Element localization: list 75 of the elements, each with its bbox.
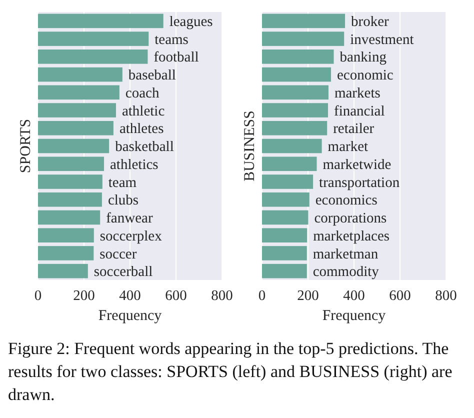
bar [262,138,322,154]
y-tick-label: athletic [122,103,165,120]
bar [262,264,307,278]
bar [38,156,104,172]
bar [262,32,344,46]
y-tick-label: marketwide [322,156,392,173]
bar [262,228,308,242]
y-tick-label: marketman [312,246,379,262]
y-tick-label: economic [337,68,394,84]
bar [38,85,120,100]
y-tick-label: marketplaces [313,228,390,244]
y-tick-label: commodity [312,264,380,280]
bar [38,264,88,278]
y-tick-label: investment [350,32,414,48]
y-tick-label: banking [340,50,386,66]
y-tick-label: teams [154,32,189,48]
bar [262,103,328,118]
y-tick-label: athletes [119,121,164,138]
y-tick-label: clubs [108,192,139,209]
x-tick-label: 0 [258,288,266,304]
bar [38,246,94,260]
y-tick-label: financial [334,103,385,120]
bar [38,192,102,207]
bar [262,210,308,225]
y-tick-label: economics [315,192,378,209]
bar [262,156,317,172]
y-tick-label: baseball [128,68,176,84]
x-tick-label: 200 [297,288,319,304]
bar [262,120,328,136]
y-tick-label: retailer [333,121,374,138]
y-tick-label: corporations [314,210,388,227]
x-axis-title: Frequency [322,308,386,324]
x-tick-label: 800 [435,288,457,304]
y-tick-label: athletics [110,156,159,173]
y-tick-label: team [108,174,138,191]
y-tick-label: broker [351,14,390,30]
x-tick-label: 0 [34,288,42,304]
bar [262,50,334,64]
bar [38,228,94,242]
y-tick-label: coach [125,85,160,102]
bar [38,67,122,82]
bar [262,14,346,28]
bar [262,246,307,260]
y-tick-label: fanwear [106,210,153,227]
x-tick-label: 600 [165,288,187,304]
bar [262,174,314,189]
x-tick-label: 400 [119,288,141,304]
caption: Figure 2: Frequent words appearing in the top-5 predictions. The results for two classes: SPORTS (left) and BUSINESS (right) are drawn. [8,339,452,404]
bar [38,103,116,118]
y-tick-label: markets [334,85,381,102]
y-tick-label: transportation [319,174,400,191]
x-tick-label: 600 [389,288,411,304]
y-axis-title: BUSINESS [242,110,258,182]
y-tick-label: soccer [100,246,137,262]
y-tick-label: leagues [169,14,214,30]
y-tick-label: soccerball [94,264,153,280]
bar [262,85,328,100]
x-tick-label: 800 [211,288,233,304]
bar [38,138,110,154]
bar [38,174,102,189]
y-tick-label: market [328,139,368,156]
bar [262,192,310,207]
bar [38,14,164,28]
x-tick-label: 200 [73,288,95,304]
y-tick-label: basketball [115,139,174,156]
bar [38,210,100,225]
x-tick-label: 400 [343,288,365,304]
x-axis-title: Frequency [98,308,162,324]
bar [38,50,148,64]
y-tick-label: soccerplex [100,228,163,244]
bar [38,32,149,46]
y-axis-title: SPORTS [18,118,34,174]
y-tick-label: football [154,50,199,66]
bar [38,120,114,136]
bar [262,67,331,82]
